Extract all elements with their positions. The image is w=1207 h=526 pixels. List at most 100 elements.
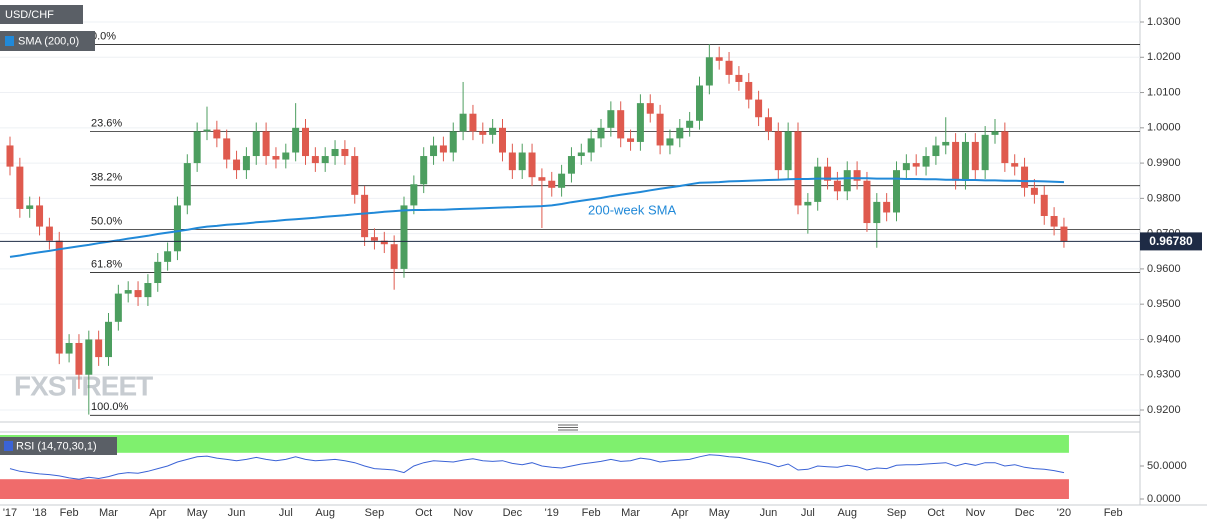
candle-body xyxy=(233,159,241,171)
x-tick-label: Nov xyxy=(453,507,473,519)
candle-body xyxy=(420,156,428,185)
candle-body xyxy=(745,81,753,100)
last-price-label: 0.96780 xyxy=(1149,234,1193,248)
x-tick-label: Mar xyxy=(621,507,640,519)
candle-body xyxy=(971,141,979,171)
candle-body xyxy=(961,141,969,181)
candle-body xyxy=(607,110,615,128)
x-tick-label: '17 xyxy=(3,507,17,519)
overbought-band xyxy=(0,435,1069,453)
candle-body xyxy=(587,138,595,153)
y-tick-label: 0.0000 xyxy=(1147,493,1181,505)
candle-body xyxy=(597,127,605,139)
y-tick-label: 0.9500 xyxy=(1147,298,1181,310)
sma-annotation: 200-week SMA xyxy=(588,202,676,217)
candle-body xyxy=(636,103,644,142)
candle-body xyxy=(390,244,398,269)
x-tick-label: Oct xyxy=(415,507,432,519)
fib-label: 23.6% xyxy=(91,117,122,129)
oversold-band xyxy=(0,479,1069,499)
candle-body xyxy=(518,152,526,171)
candle-body xyxy=(469,113,477,132)
candle-body xyxy=(439,145,447,153)
splitter-handle xyxy=(558,424,578,431)
watermark: FXSTREET xyxy=(14,370,153,401)
y-tick-label: 0.9900 xyxy=(1147,157,1181,169)
candle-body xyxy=(16,166,24,209)
candle-body xyxy=(912,163,920,167)
candle-body xyxy=(45,226,53,241)
y-tick-label: 1.0300 xyxy=(1147,16,1181,28)
candle-body xyxy=(95,339,103,358)
legend-swatch xyxy=(4,441,13,451)
candle-body xyxy=(538,177,546,181)
candle-body xyxy=(784,131,792,171)
candle-body xyxy=(242,156,250,171)
candle-body xyxy=(764,117,772,132)
candle-body xyxy=(814,166,822,202)
candle-body xyxy=(410,184,418,206)
x-tick-label: May xyxy=(187,507,208,519)
candle-body xyxy=(361,194,369,238)
candle-body xyxy=(6,145,14,167)
candle-body xyxy=(370,237,378,241)
x-tick-label: Dec xyxy=(503,507,523,519)
candle-body xyxy=(499,127,506,153)
candle-body xyxy=(952,141,960,181)
y-tick-label: 0.9200 xyxy=(1147,404,1181,416)
y-tick-label: 0.9800 xyxy=(1147,192,1181,204)
y-tick-label: 1.0200 xyxy=(1147,51,1181,63)
candle-body xyxy=(705,57,713,86)
candle-body xyxy=(272,156,280,160)
candle-body xyxy=(893,170,900,213)
y-tick-label: 0.9400 xyxy=(1147,333,1181,345)
fib-label: 50.0% xyxy=(91,215,122,227)
legend-label: SMA (200,0) xyxy=(18,35,79,47)
candle-body xyxy=(853,170,861,181)
candle-body xyxy=(824,166,832,181)
candle-body xyxy=(65,342,73,354)
candle-body xyxy=(26,205,34,209)
candle-body xyxy=(942,141,950,146)
title-box xyxy=(0,437,117,455)
candle-body xyxy=(341,148,349,157)
candle-body xyxy=(193,131,201,164)
candle-body xyxy=(1060,226,1068,242)
candle-body xyxy=(843,170,851,192)
x-tick-label: Sep xyxy=(887,507,907,519)
candle-body xyxy=(430,145,438,157)
x-tick-label: Nov xyxy=(966,507,986,519)
candle-body xyxy=(883,201,891,213)
candle-body xyxy=(144,283,152,298)
candle-body xyxy=(252,131,260,157)
x-tick-label: Jun xyxy=(760,507,778,519)
candle-body xyxy=(134,290,142,298)
y-tick-label: 50.0000 xyxy=(1147,460,1187,472)
candle-body xyxy=(164,251,172,262)
candle-body xyxy=(203,129,211,132)
candle-body xyxy=(292,127,300,153)
candle-body xyxy=(331,148,339,157)
candle-body xyxy=(804,201,812,206)
last-price-box xyxy=(1140,232,1202,251)
candle-body xyxy=(725,60,733,75)
candle-body xyxy=(1021,166,1029,188)
candle-body xyxy=(380,240,388,245)
candle-body xyxy=(567,156,575,174)
candle-body xyxy=(715,57,723,61)
title-box xyxy=(0,5,83,24)
sma-line xyxy=(9,177,1065,258)
candle-body xyxy=(213,129,221,139)
candle-body xyxy=(656,113,664,146)
y-tick-label: 0.9300 xyxy=(1147,369,1181,381)
candle-body xyxy=(1040,194,1048,216)
candle-body xyxy=(351,156,359,195)
candle-body xyxy=(449,131,457,153)
x-tick-label: Jun xyxy=(228,507,246,519)
candle-body xyxy=(1001,131,1009,164)
candle-body xyxy=(302,127,309,157)
candle-body xyxy=(183,163,191,206)
x-tick-label: Feb xyxy=(582,507,601,519)
